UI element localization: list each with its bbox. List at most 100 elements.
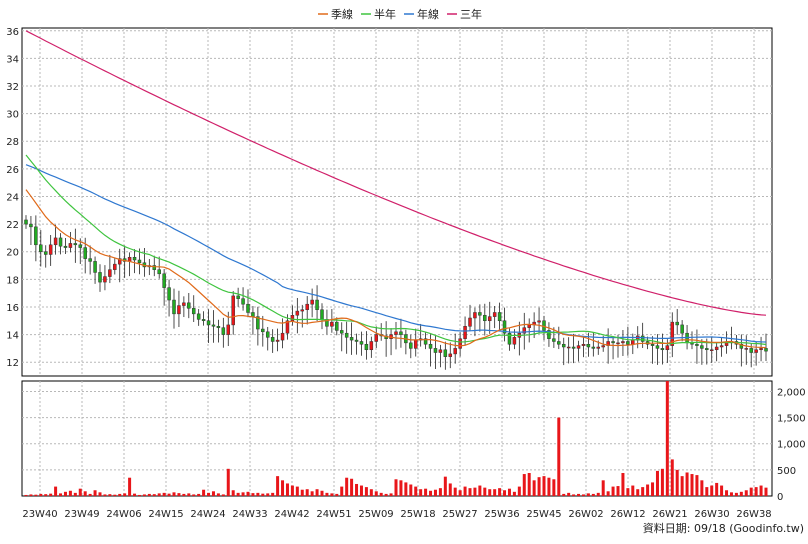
- volume-bar: [685, 472, 689, 496]
- candle-body: [497, 312, 502, 322]
- price-tick-label: 36: [6, 27, 19, 38]
- volume-bar: [611, 486, 615, 496]
- candle-body: [103, 276, 107, 283]
- volume-bar: [350, 478, 354, 496]
- price-tick-label: 16: [6, 303, 19, 314]
- candle-body: [665, 345, 670, 351]
- volume-bar: [473, 487, 477, 496]
- candle-body: [295, 310, 300, 316]
- volume-bar: [103, 494, 107, 496]
- volume-bar: [700, 480, 704, 496]
- volume-bar: [251, 493, 255, 496]
- volume-bar: [325, 492, 329, 496]
- legend-label: 半年: [374, 7, 396, 21]
- candle-body: [601, 345, 605, 348]
- volume-bar: [320, 490, 324, 496]
- candle-body: [478, 312, 482, 316]
- candle-body: [458, 338, 462, 349]
- volume-bar: [261, 493, 265, 496]
- candle-body: [507, 332, 512, 345]
- candle-body: [492, 312, 497, 317]
- volume-bar: [636, 489, 640, 496]
- volume-bar: [359, 485, 363, 496]
- candle-body: [58, 237, 63, 247]
- volume-bar: [113, 494, 117, 496]
- x-tick-label: 23W40: [22, 509, 57, 520]
- volume-bar: [285, 483, 289, 496]
- volume-bar: [118, 493, 122, 496]
- candle-body: [34, 226, 38, 246]
- candle-body: [561, 343, 566, 348]
- volume-bar: [335, 493, 339, 496]
- volume-tick-label: 1,000: [777, 440, 806, 451]
- candle-body: [487, 316, 492, 322]
- volume-bar: [586, 493, 590, 496]
- candle-body: [24, 219, 28, 225]
- volume-bar: [182, 493, 186, 496]
- candle-body: [433, 348, 438, 353]
- price-tick-label: 12: [6, 358, 19, 369]
- price-tick-label: 22: [6, 220, 19, 231]
- candle-body: [527, 324, 531, 328]
- volume-bar: [29, 494, 33, 496]
- volume-bar: [409, 484, 413, 496]
- volume-bar: [424, 488, 428, 496]
- volume-bar: [438, 488, 442, 496]
- volume-bar: [310, 491, 314, 496]
- candle-body: [196, 313, 201, 320]
- volume-bar: [98, 492, 102, 496]
- candle-body: [700, 345, 704, 349]
- volume-bar: [271, 492, 275, 496]
- candle-body: [265, 331, 270, 338]
- volume-bar: [340, 486, 344, 496]
- volume-bar: [93, 490, 97, 496]
- candle-body: [246, 303, 250, 313]
- volume-bar: [379, 492, 383, 496]
- volume-bar: [705, 487, 709, 496]
- volume-bar: [83, 491, 87, 496]
- candle-body: [724, 342, 729, 346]
- candle-body: [695, 343, 699, 346]
- candle-body: [631, 339, 635, 345]
- volume-bar: [729, 492, 733, 496]
- volume-tick-label: 1,500: [777, 414, 806, 425]
- volume-bar: [59, 493, 63, 496]
- volume-bar: [54, 486, 58, 496]
- candle-body: [251, 312, 255, 317]
- candle-body: [48, 244, 53, 255]
- candle-body: [310, 299, 314, 305]
- candle-body: [305, 303, 309, 310]
- volume-bar: [246, 491, 250, 496]
- volume-bar: [276, 476, 280, 496]
- ma-line-三年: [25, 30, 767, 316]
- volume-bar: [123, 493, 127, 496]
- volume-bar: [330, 493, 334, 496]
- volume-bar: [670, 459, 674, 496]
- candle-body: [275, 339, 280, 342]
- x-tick-label: 26W38: [736, 509, 771, 520]
- candle-body: [113, 263, 117, 270]
- candle-body: [117, 258, 122, 265]
- volume-bar: [394, 479, 398, 496]
- volume-bar: [177, 493, 181, 496]
- candle-body: [206, 320, 211, 326]
- candle-body: [714, 346, 719, 351]
- candle-body: [438, 349, 443, 353]
- candle-body: [650, 343, 655, 346]
- volume-bar: [137, 494, 141, 496]
- volume-bar: [675, 469, 679, 496]
- candle-body: [423, 338, 428, 345]
- x-tick-label: 26W12: [610, 509, 645, 520]
- volume-bar: [216, 493, 220, 496]
- candle-body: [162, 273, 166, 288]
- candle-body: [483, 314, 487, 322]
- volume-bar: [601, 480, 605, 496]
- price-panel: [21, 27, 773, 377]
- volume-bar: [172, 492, 176, 496]
- volume-bar: [463, 486, 467, 496]
- volume-bar: [433, 489, 437, 496]
- candle-body: [280, 332, 285, 341]
- volume-bar: [537, 477, 541, 496]
